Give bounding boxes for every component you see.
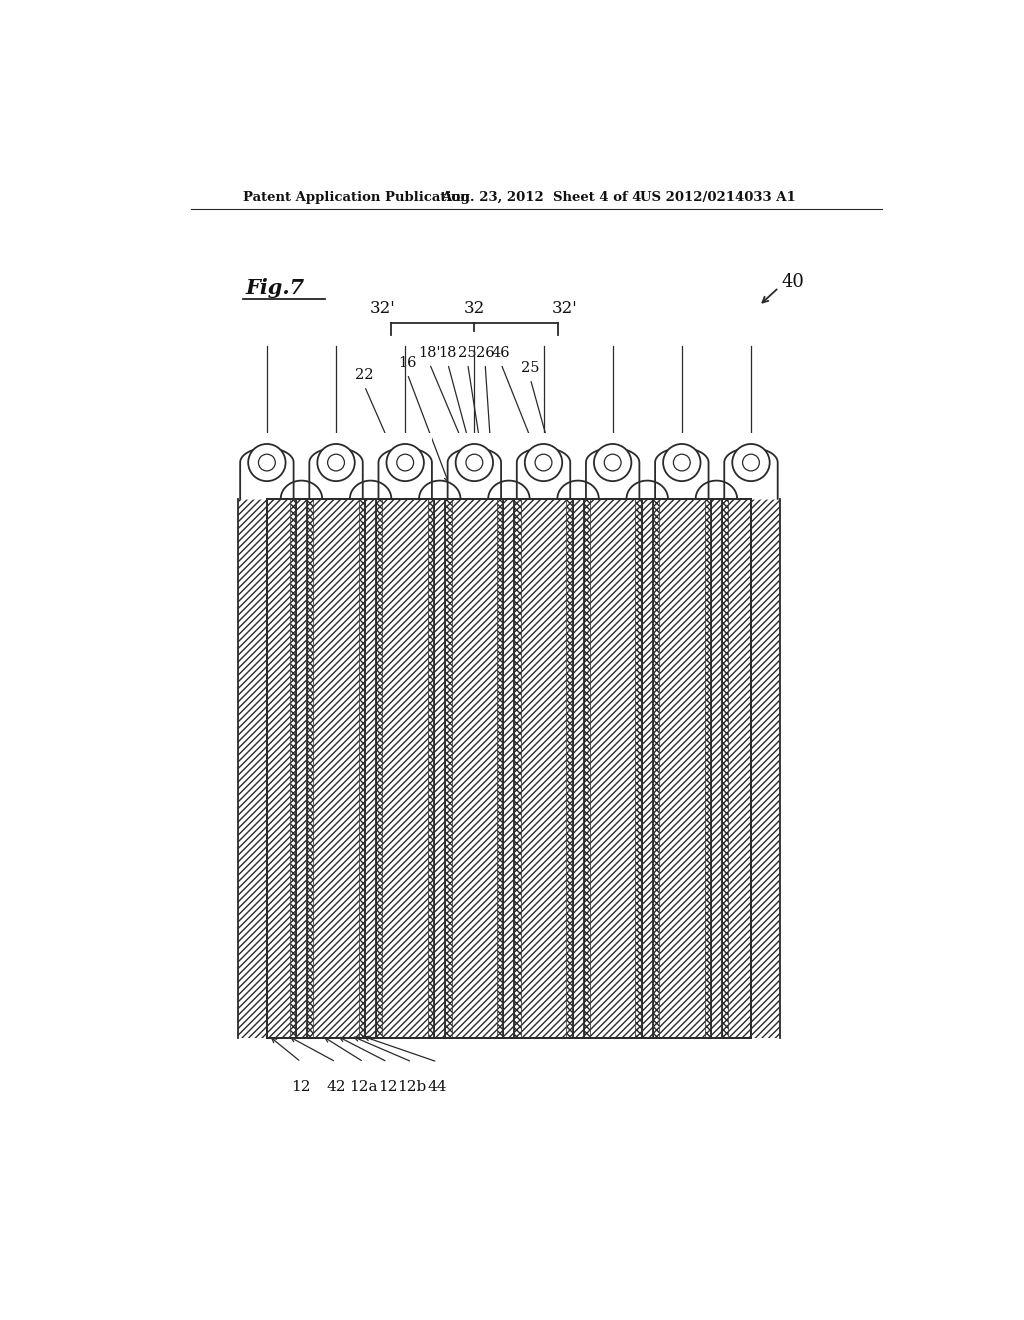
Bar xyxy=(722,499,728,1038)
Bar xyxy=(514,499,572,1038)
Polygon shape xyxy=(586,447,639,499)
Bar xyxy=(290,499,296,1038)
Bar xyxy=(379,433,432,499)
Text: 22: 22 xyxy=(355,368,374,381)
Bar xyxy=(428,499,434,1038)
Bar xyxy=(586,433,639,499)
Bar xyxy=(307,499,313,1038)
Bar xyxy=(376,499,382,1038)
Bar xyxy=(445,499,452,1038)
Bar xyxy=(445,499,504,1038)
Text: 44: 44 xyxy=(428,1080,447,1094)
Bar xyxy=(309,433,362,499)
Circle shape xyxy=(732,444,770,482)
Circle shape xyxy=(258,454,275,471)
Text: 25: 25 xyxy=(521,360,540,375)
Circle shape xyxy=(604,454,622,471)
Bar xyxy=(636,499,642,1038)
Circle shape xyxy=(536,454,552,471)
Circle shape xyxy=(328,454,344,471)
Circle shape xyxy=(466,454,482,471)
Text: Aug. 23, 2012  Sheet 4 of 4: Aug. 23, 2012 Sheet 4 of 4 xyxy=(441,190,642,203)
Polygon shape xyxy=(655,447,709,499)
Bar xyxy=(238,499,296,1038)
Text: 25: 25 xyxy=(459,346,477,359)
Text: 12a: 12a xyxy=(349,1080,378,1094)
Bar xyxy=(705,499,711,1038)
Bar xyxy=(724,433,777,499)
Bar xyxy=(584,499,642,1038)
Bar xyxy=(376,499,434,1038)
Bar xyxy=(238,499,296,1038)
Bar xyxy=(566,499,572,1038)
Text: US 2012/0214033 A1: US 2012/0214033 A1 xyxy=(640,190,796,203)
Bar xyxy=(584,499,642,1038)
Text: 42: 42 xyxy=(327,1080,346,1094)
Text: Fig.7: Fig.7 xyxy=(246,279,304,298)
Text: 12: 12 xyxy=(291,1080,310,1094)
Bar xyxy=(307,499,366,1038)
Bar xyxy=(358,499,366,1038)
Text: 40: 40 xyxy=(781,273,804,292)
Text: 32: 32 xyxy=(464,300,485,317)
Text: 12: 12 xyxy=(378,1080,397,1094)
Bar xyxy=(722,499,780,1038)
Polygon shape xyxy=(241,447,294,499)
Circle shape xyxy=(396,454,414,471)
Text: 26: 26 xyxy=(476,346,495,359)
Bar xyxy=(241,433,294,499)
Circle shape xyxy=(525,444,562,482)
Bar xyxy=(307,499,366,1038)
Bar xyxy=(498,499,504,1038)
Bar xyxy=(267,499,751,1038)
Polygon shape xyxy=(724,447,777,499)
Text: 18': 18' xyxy=(419,346,440,359)
Circle shape xyxy=(674,454,690,471)
Bar xyxy=(514,499,572,1038)
Text: 32': 32' xyxy=(370,300,395,317)
Polygon shape xyxy=(379,447,432,499)
Bar xyxy=(652,499,711,1038)
Text: 18: 18 xyxy=(438,346,457,359)
Bar xyxy=(722,499,780,1038)
Polygon shape xyxy=(447,447,501,499)
Bar xyxy=(584,499,590,1038)
Bar xyxy=(655,433,709,499)
Bar xyxy=(517,433,570,499)
Bar xyxy=(652,499,659,1038)
Bar xyxy=(514,499,520,1038)
Text: 16: 16 xyxy=(398,356,417,370)
Circle shape xyxy=(386,444,424,482)
Text: 32': 32' xyxy=(552,300,578,317)
Bar xyxy=(447,433,501,499)
Circle shape xyxy=(664,444,700,482)
Circle shape xyxy=(742,454,760,471)
Polygon shape xyxy=(309,447,362,499)
Text: 46: 46 xyxy=(492,346,510,359)
Bar xyxy=(445,499,504,1038)
Circle shape xyxy=(248,444,286,482)
Circle shape xyxy=(594,444,632,482)
Circle shape xyxy=(456,444,493,482)
Bar xyxy=(376,499,434,1038)
Polygon shape xyxy=(517,447,570,499)
Text: 12b: 12b xyxy=(397,1080,427,1094)
Text: Patent Application Publication: Patent Application Publication xyxy=(243,190,470,203)
Circle shape xyxy=(317,444,354,482)
Bar xyxy=(652,499,711,1038)
